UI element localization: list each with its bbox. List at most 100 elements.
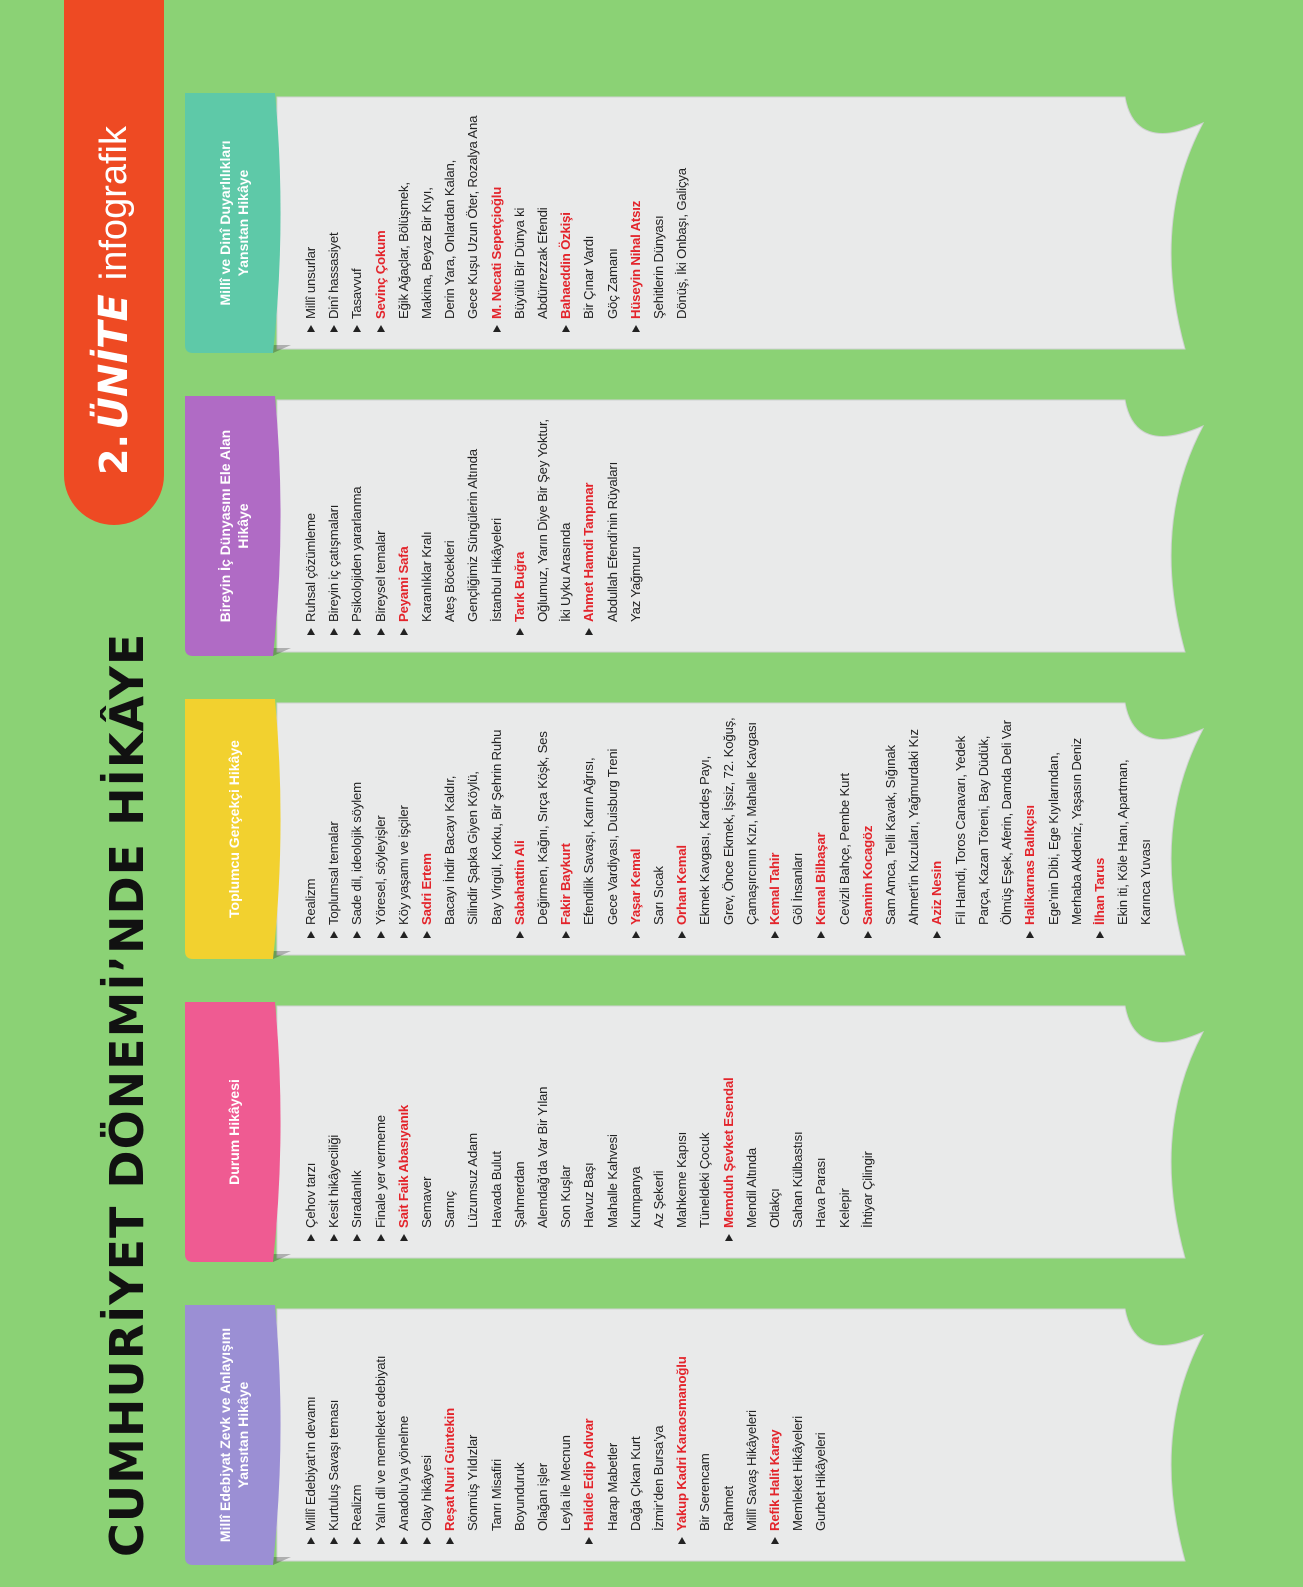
author-name: Peyami Safa xyxy=(392,406,415,636)
card-body: Ruhsal çözümleme Bireyin iç çatışmaları Ps… xyxy=(299,406,647,636)
author-name: Fakir Baykurt xyxy=(554,709,577,939)
work-title: Sarı Sıcak xyxy=(651,866,667,925)
work-title: Bay Virgül, Korku, Bir Şehrin Ruhu xyxy=(488,729,504,925)
card-header: Toplumcu Gerçekçi Hikâye xyxy=(226,740,242,918)
work-title: Gençliğimiz Süngülerin Altında xyxy=(465,449,481,622)
work-title: Şehitlerin Dünyası xyxy=(651,215,667,319)
work-title: Cevizli Bahçe, Pembe Kurt xyxy=(836,773,852,925)
author-name: Sabahattin Ali xyxy=(508,709,531,939)
author-name: İlhan Tarus xyxy=(1088,709,1111,939)
card-header: Millî Edebiyat Zevk ve Anlayışını Yansıt… xyxy=(217,1327,251,1543)
author-name: Memduh Şevket Esendal xyxy=(717,1012,740,1242)
work-title: Son Kuşlar xyxy=(558,1165,574,1228)
author-name: Yaşar Kemal xyxy=(624,709,647,939)
card-header: Bireyin İç Dünyasını Ele Alan Hikâye xyxy=(217,429,251,623)
card-body: Realizm Toplumsal temalar Sade dil, ideolo… xyxy=(299,709,1158,939)
work-title: Efendilik Savaşı, Karın Ağrısı, xyxy=(581,757,597,925)
work-title: Değirmen, Kağnı, Sırça Köşk, Ses xyxy=(535,731,551,925)
work-title: Karınca Yuvası xyxy=(1138,839,1154,925)
work-title: İhtiyar Çilingir xyxy=(859,1151,875,1228)
card-body: Çehov tarzı Kesit hikâyeciliği Sıradanlık F… xyxy=(299,1012,879,1242)
author-name: Sait Faik Abasıyanık xyxy=(392,1012,415,1242)
work-title: Derin Yara, Onlardan Kalan, xyxy=(442,159,458,319)
work-title: Ahmet’in Kuzuları, Yağmurdaki Kız xyxy=(906,729,922,925)
work-title: Oğlumuz, Yarın Diye Bir Şey Yoktur, xyxy=(535,419,551,622)
work-title: Kumpanya xyxy=(627,1166,643,1228)
card-body: Millî Edebiyat’ın devamı Kurtuluş Savaşı … xyxy=(299,1315,833,1545)
feature-item: Finale yer vermeme xyxy=(369,1012,392,1242)
work-title: Gece Kuşu Uzun Öter, Rozalya Ana xyxy=(465,115,481,319)
unit-word: ÜNİTE xyxy=(91,294,137,430)
card-header: Durum Hikâyesi xyxy=(226,1079,242,1185)
work-title: Otlakçı xyxy=(767,1188,783,1228)
work-title: İstanbul Hikâyeleri xyxy=(488,518,504,622)
work-title: Göç Zamanı xyxy=(604,248,620,319)
feature-item: Tasavvuf xyxy=(345,103,368,333)
author-name: Bahaeddin Özkişi xyxy=(554,103,577,333)
unit-badge: 2. ÜNİTE infografik xyxy=(64,0,164,525)
work-title: Sam Amca, Telli Kavak, Sığınak xyxy=(883,745,899,925)
feature-item: Yalın dil ve memleket edebiyatı xyxy=(369,1315,392,1545)
author-name: Kemal Bilbaşar xyxy=(809,709,832,939)
feature-item: Realizm xyxy=(299,709,322,939)
work-title: Harap Mabetler xyxy=(604,1442,620,1531)
feature-item: Realizm xyxy=(345,1315,368,1545)
work-title: Sahan Külbastısı xyxy=(790,1131,806,1228)
feature-item: Sıradanlık xyxy=(345,1012,368,1242)
work-title: İki Uyku Arasında xyxy=(558,522,574,622)
work-title: Hava Parası xyxy=(813,1157,829,1228)
author-name: Hüseyin Nihal Atsız xyxy=(624,103,647,333)
work-title: Boyunduruk xyxy=(511,1462,527,1531)
feature-item: Olay hikâyesi xyxy=(415,1315,438,1545)
work-title: Mahkeme Kapısı xyxy=(674,1131,690,1228)
work-title: Bir Serencam xyxy=(697,1453,713,1532)
work-title: Bacayı İndir Bacayı Kaldır, xyxy=(442,775,458,925)
author-name: Reşat Nuri Güntekin xyxy=(438,1315,461,1545)
work-title: Tanrı Misafiri xyxy=(488,1459,504,1531)
work-title: Lüzumsuz Adam xyxy=(465,1133,481,1228)
feature-item: Kesit hikâyeciliği xyxy=(322,1012,345,1242)
feature-item: Toplumsal temalar xyxy=(322,709,345,939)
author-name: Halikarnas Balıkçısı xyxy=(1018,709,1041,939)
feature-item: Dinî hassasiyet xyxy=(322,103,345,333)
work-title: Tüneldeki Çocuk xyxy=(697,1132,713,1228)
author-name: Refik Halit Karay xyxy=(763,1315,786,1545)
feature-item: Köy yaşamı ve işçiler xyxy=(392,709,415,939)
category-card: Millî ve Dinî Duyarlılıkları Yansıtan Hi… xyxy=(185,93,1205,353)
work-title: Çamaşırcının Kızı, Mahalle Kavgası xyxy=(743,722,759,925)
work-title: Ekmek Kavgası, Kardeş Payı, xyxy=(697,755,713,925)
author-name: M. Necati Sepetçioğlu xyxy=(485,103,508,333)
work-title: İzmir’den Bursa’ya xyxy=(651,1425,667,1531)
work-title: Dönüş, İki Onbaşı, Galiçya xyxy=(674,168,690,319)
feature-item: Çehov tarzı xyxy=(299,1012,322,1242)
work-title: Abdullah Efendi’nin Rüyaları xyxy=(604,461,620,622)
work-title: Gece Vardiyası, Duisburg Treni xyxy=(604,748,620,925)
work-title: Olağan işler xyxy=(535,1463,551,1531)
work-title: Mendil Altında xyxy=(743,1147,759,1228)
feature-item: Bireyin iç çatışmaları xyxy=(322,406,345,636)
author-name: Orhan Kemal xyxy=(670,709,693,939)
work-title: Fil Hamdi, Toros Canavarı, Yedek xyxy=(952,735,968,925)
work-title: Karanlıklar Kralı xyxy=(419,531,435,622)
author-name: Sadri Ertem xyxy=(415,709,438,939)
author-name: Tarık Buğra xyxy=(508,406,531,636)
feature-item: Kurtuluş Savaşı teması xyxy=(322,1315,345,1545)
work-title: Eğik Ağaçlar, Bölüşmek, xyxy=(395,182,411,319)
feature-item: Yöresel, söyleyişler xyxy=(369,709,392,939)
work-title: Leyla ile Mecnun xyxy=(558,1435,574,1531)
author-name: Halide Edip Adıvar xyxy=(577,1315,600,1545)
work-title: Rahmet xyxy=(720,1486,736,1531)
feature-item: Millî Edebiyat’ın devamı xyxy=(299,1315,322,1545)
work-title: Ateş Böcekleri xyxy=(442,540,458,623)
card-body: Millî unsurlar Dinî hassasiyet Tasavvuf Sev… xyxy=(299,103,693,333)
feature-item: Bireysel temalar xyxy=(369,406,392,636)
work-title: Havuz Başı xyxy=(581,1162,597,1228)
author-name: Samim Kocagöz xyxy=(856,709,879,939)
author-name: Sevinç Çokum xyxy=(369,103,392,333)
unit-subtitle: infografik xyxy=(92,126,135,281)
work-title: Ekin iti, Köle Hanı, Apartman, xyxy=(1115,759,1131,925)
work-title: Silindir Şapka Giyen Köylü, xyxy=(465,771,481,925)
work-title: Şahmerdan xyxy=(511,1161,527,1228)
work-title: Yaz Yağmuru xyxy=(627,546,643,623)
